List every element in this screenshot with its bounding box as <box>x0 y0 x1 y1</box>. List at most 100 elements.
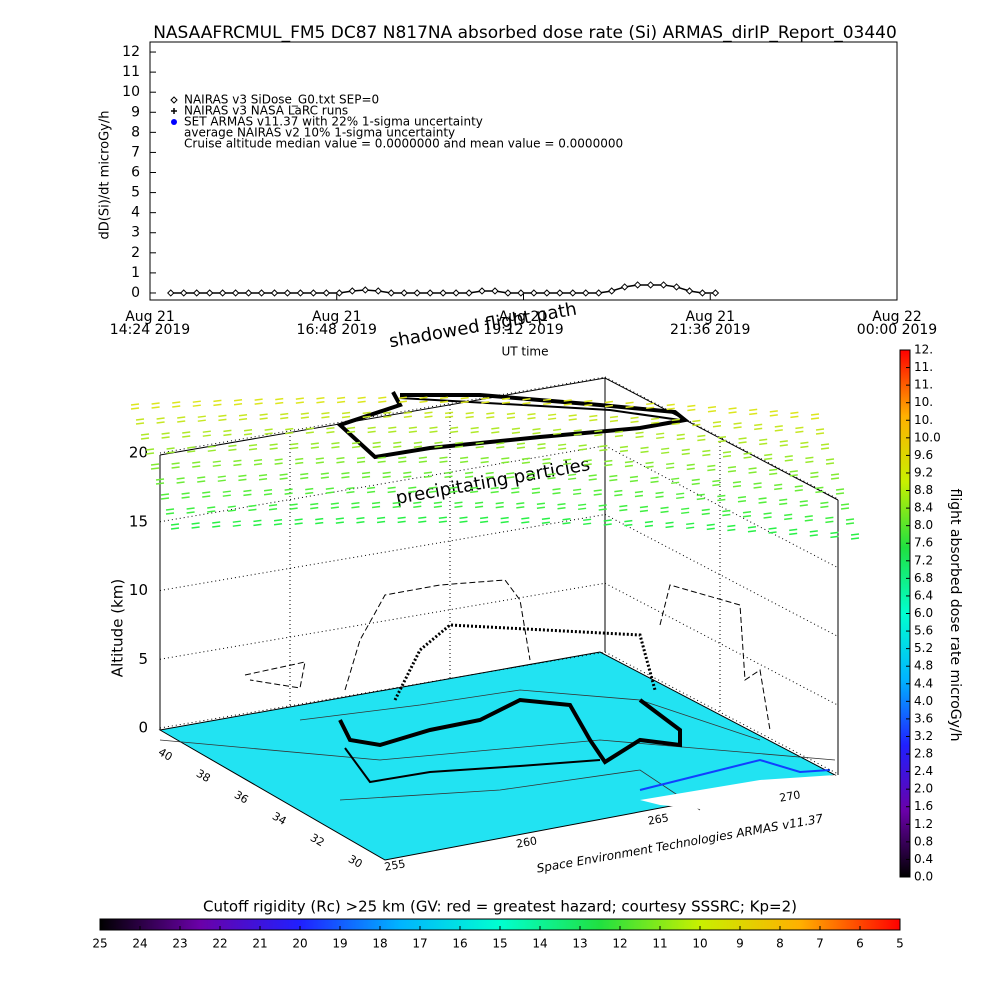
particle <box>434 441 443 444</box>
particle <box>170 523 180 526</box>
colorbar-tick-label: 1.6 <box>914 799 933 813</box>
particle <box>439 460 448 463</box>
coastline <box>639 758 831 791</box>
particle <box>192 465 201 468</box>
particle <box>351 445 361 449</box>
data-point <box>607 287 616 295</box>
particle <box>820 447 830 450</box>
particle <box>269 443 278 446</box>
particle <box>732 480 742 484</box>
particle <box>330 502 339 505</box>
particle <box>486 416 495 419</box>
particle <box>691 478 700 482</box>
particle <box>779 440 788 443</box>
particle <box>759 438 768 442</box>
data-point <box>452 289 460 297</box>
particle <box>480 456 489 460</box>
y-tick-label: 1 <box>131 265 140 281</box>
particle <box>737 499 747 503</box>
particle <box>501 397 511 401</box>
particle <box>490 490 499 494</box>
particle <box>594 429 603 433</box>
colorbar-tick-label: 4.8 <box>914 659 933 673</box>
flight-path-side <box>393 623 657 701</box>
y-tick-label: 8 <box>131 124 140 140</box>
particle <box>454 445 464 449</box>
particles <box>130 396 860 540</box>
particle <box>614 430 624 434</box>
particle <box>671 422 680 426</box>
particle <box>526 472 536 476</box>
particle <box>372 445 381 449</box>
particle <box>532 428 541 431</box>
particle <box>140 433 150 436</box>
particle <box>665 525 674 529</box>
colorbar-tick-label: 6.8 <box>914 571 933 585</box>
particle <box>130 403 140 406</box>
particle <box>692 423 701 427</box>
particle <box>630 420 639 424</box>
colorbar-tick-label: 2.8 <box>914 747 933 761</box>
particle <box>568 418 577 421</box>
data-point <box>582 289 590 297</box>
particle <box>614 493 623 497</box>
particle <box>470 430 479 434</box>
particle <box>228 448 237 452</box>
particle <box>367 430 376 434</box>
colorbar-tick-label: 9 <box>736 937 744 951</box>
particle <box>202 434 211 437</box>
particle <box>233 402 243 406</box>
particle <box>835 492 845 495</box>
particle <box>408 430 417 433</box>
particle <box>213 403 222 407</box>
particle <box>336 461 345 464</box>
particle <box>273 518 283 522</box>
particle <box>696 493 705 497</box>
particle <box>140 437 150 440</box>
particle <box>165 512 175 515</box>
particle <box>598 504 607 507</box>
particle <box>763 512 772 515</box>
particle <box>212 464 221 467</box>
particle <box>543 398 552 402</box>
particle <box>728 407 737 410</box>
particle <box>356 517 365 520</box>
particle <box>815 432 825 435</box>
z-grid <box>159 651 606 729</box>
particle <box>656 432 665 436</box>
particle <box>830 535 839 539</box>
data-point <box>465 289 473 297</box>
data-point <box>620 283 629 291</box>
particle <box>207 506 216 509</box>
particle <box>192 404 201 407</box>
colorbar-tick-label: 23 <box>172 937 187 951</box>
particle <box>681 448 690 452</box>
particle <box>624 460 634 464</box>
particle <box>485 471 494 475</box>
particle <box>212 525 221 528</box>
particle <box>644 520 654 524</box>
colorbar-tick-label: 0.8 <box>914 834 933 848</box>
particle <box>542 458 551 461</box>
particle <box>408 426 417 429</box>
data-point <box>633 281 642 289</box>
colorbar-tick-label: 6 <box>856 937 864 951</box>
particle <box>542 462 551 465</box>
particle <box>629 479 639 483</box>
particle <box>449 426 459 430</box>
data-point <box>322 289 331 297</box>
particle <box>403 411 412 414</box>
particle <box>253 458 263 462</box>
particle <box>747 525 757 529</box>
particle <box>151 402 160 405</box>
data-point <box>659 281 668 289</box>
particle <box>222 494 231 497</box>
particle <box>835 488 845 491</box>
particle <box>413 441 422 444</box>
particle <box>156 421 165 424</box>
particle <box>769 468 778 472</box>
colorbar-tick-label: 10.0 <box>914 430 941 444</box>
particle <box>712 479 721 483</box>
particle <box>320 476 329 479</box>
particle <box>356 460 366 464</box>
